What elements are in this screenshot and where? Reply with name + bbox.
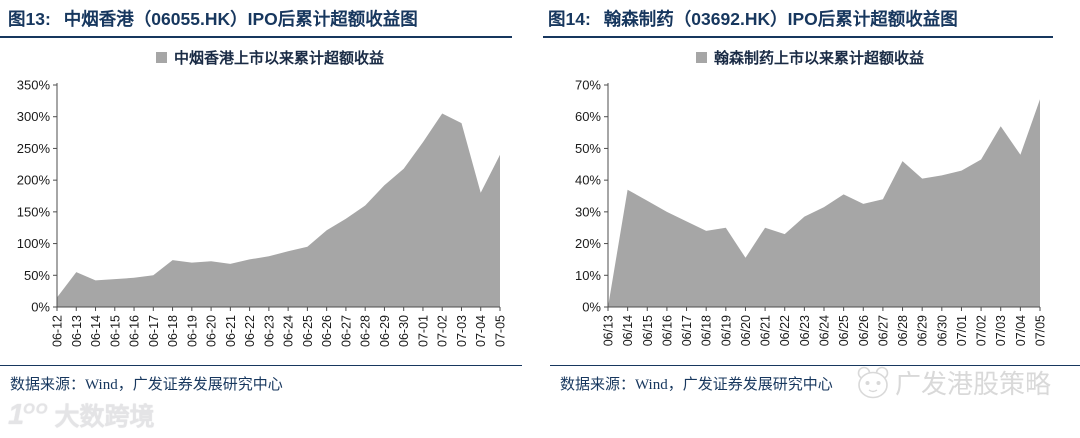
watermark-dashu-kuajing: 1OO 大数跨境 <box>8 397 155 433</box>
x-axis-tick-label: 06/28 <box>896 315 910 346</box>
y-axis-tick-label: 10% <box>575 267 601 282</box>
x-axis-tick-label: 06/13 <box>602 315 616 346</box>
x-axis-tick-label: 07/05 <box>1034 315 1048 346</box>
y-axis-tick-label: 40% <box>575 172 601 187</box>
data-source-note-14: 数据来源：Wind，广发证券发展研究中心 <box>560 376 833 393</box>
watermark-guangfa-hk-strategy: 广发港股策略 <box>854 364 1051 401</box>
x-axis-tick-label: 06-29 <box>378 315 392 347</box>
x-axis-tick-label: 06-25 <box>301 315 315 347</box>
x-axis-tick-label: 07/04 <box>1014 315 1028 346</box>
title-underline <box>543 35 1053 38</box>
title-underline <box>0 35 512 38</box>
x-axis-tick-label: 06-27 <box>339 315 353 347</box>
figure-13-title: 图13: 中烟香港（06055.HK）IPO后累计超额收益图 <box>0 0 540 32</box>
panda-face-icon <box>854 366 892 400</box>
dashu-kuajing-logo-icon: 1OO <box>8 398 49 431</box>
y-axis-tick-label: 50% <box>575 141 601 156</box>
x-axis-tick-label: 06/15 <box>641 315 655 346</box>
x-axis-tick-label: 06-24 <box>282 315 296 347</box>
chart-legend-14: 翰森制药上市以来累计超额收益 <box>540 47 1080 68</box>
figure-14-label: 图14: <box>548 9 591 29</box>
x-axis-tick-label: 06/19 <box>719 315 733 346</box>
x-axis-tick-label: 06/26 <box>857 315 871 346</box>
y-axis-tick-label: 350% <box>17 77 51 92</box>
x-axis-tick-label: 06-28 <box>359 315 373 347</box>
x-axis-tick-label: 06-16 <box>128 315 142 347</box>
y-axis-tick-label: 70% <box>575 77 601 92</box>
figure-13-label: 图13: <box>8 9 51 29</box>
y-axis-tick-label: 100% <box>17 236 51 251</box>
y-axis-tick-label: 30% <box>575 204 601 219</box>
x-axis-tick-label: 06/27 <box>876 315 890 346</box>
x-axis-tick-label: 07-03 <box>455 315 469 347</box>
x-axis-tick-label: 06/30 <box>935 315 949 346</box>
x-axis-tick-label: 06-19 <box>185 315 199 347</box>
x-axis-tick-label: 06/21 <box>759 315 773 346</box>
x-axis-tick-label: 06/16 <box>660 315 674 346</box>
watermark-text: 大数跨境 <box>54 403 155 431</box>
x-axis-tick-label: 06-13 <box>70 315 84 347</box>
x-axis-tick-label: 06-30 <box>397 315 411 347</box>
x-axis-tick-label: 06-21 <box>224 315 238 347</box>
x-axis-tick-label: 06/23 <box>798 315 812 346</box>
area-chart-hansen-zhiyao: 0% 10% 20% 30% 40% 50% 60% 70% 06/13 06/14 06/15 06… <box>575 77 1048 346</box>
x-axis-tick-label: 06-22 <box>243 315 257 347</box>
legend-label-13: 中烟香港上市以来累计超额收益 <box>173 50 384 67</box>
x-axis-tick-label: 06-14 <box>89 315 103 347</box>
x-axis-tick-label: 06-23 <box>262 315 276 347</box>
legend-label-14: 翰森制药上市以来累计超额收益 <box>713 50 924 67</box>
x-axis-tick-label: 06-26 <box>320 315 334 347</box>
area-chart-zhongyan-xianggang: 0% 50% 100% 150% 200% 250% 300% 350% 06-12 06-13 0… <box>17 77 508 347</box>
x-axis-tick-label: 06/17 <box>680 315 694 346</box>
watermark-text: 广发港股策略 <box>895 370 1052 399</box>
y-axis-tick-label: 200% <box>17 172 51 187</box>
y-axis-tick-label: 300% <box>17 109 51 124</box>
figure-panel-14: 图14: 翰森制药（03692.HK）IPO后累计超额收益图 翰森制药上市以来累计… <box>540 0 1080 438</box>
x-axis-tick-label: 06/24 <box>818 315 832 346</box>
y-axis-tick-label: 50% <box>24 267 50 282</box>
x-axis-tick-label: 07/03 <box>994 315 1008 346</box>
x-axis-tick-label: 06/25 <box>837 315 851 346</box>
source-divider <box>0 364 522 366</box>
area-series <box>57 113 500 307</box>
y-axis-tick-label: 0% <box>31 299 50 314</box>
x-axis-tick-label: 07/01 <box>955 315 969 346</box>
x-axis-tick-label: 06/18 <box>700 315 714 346</box>
x-axis-tick-label: 07-04 <box>474 315 488 347</box>
x-axis-tick-label: 06-18 <box>166 315 180 347</box>
figure-panel-13: 图13: 中烟香港（06055.HK）IPO后累计超额收益图 中烟香港上市以来累计… <box>0 0 540 393</box>
data-source-note-13: 数据来源：Wind，广发证券发展研究中心 <box>10 376 283 393</box>
area-series <box>608 98 1040 307</box>
legend-square-icon <box>155 51 167 63</box>
chart-legend-13: 中烟香港上市以来累计超额收益 <box>0 47 540 68</box>
x-axis-tick-label: 06/22 <box>778 315 792 346</box>
x-axis-tick-label: 06-12 <box>51 315 65 347</box>
x-axis-tick-label: 07-05 <box>494 315 508 347</box>
x-axis-tick-label: 06-17 <box>147 315 161 347</box>
x-axis-tick-label: 07-01 <box>417 315 431 347</box>
legend-square-icon <box>695 51 707 63</box>
y-axis-tick-label: 60% <box>575 109 601 124</box>
y-axis-tick-label: 0% <box>582 299 601 314</box>
figure-13-title-text: 中烟香港（06055.HK）IPO后累计超额收益图 <box>63 9 418 29</box>
figure-14-title-text: 翰森制药（03692.HK）IPO后累计超额收益图 <box>603 9 958 29</box>
x-axis-tick-label: 07/02 <box>975 315 989 346</box>
x-axis-tick-label: 06-15 <box>108 315 122 347</box>
x-axis-tick-label: 06/29 <box>916 315 930 346</box>
y-axis-tick-label: 150% <box>17 204 51 219</box>
figure-14-title: 图14: 翰森制药（03692.HK）IPO后累计超额收益图 <box>540 0 1080 32</box>
x-axis-tick-label: 06-20 <box>205 315 219 347</box>
x-axis-tick-label: 06/20 <box>739 315 753 346</box>
x-axis-tick-label: 07-02 <box>436 315 450 347</box>
x-axis-tick-label: 06/14 <box>621 315 635 346</box>
source-divider <box>550 364 1080 366</box>
y-axis-tick-label: 250% <box>17 141 51 156</box>
y-axis-tick-label: 20% <box>575 236 601 251</box>
